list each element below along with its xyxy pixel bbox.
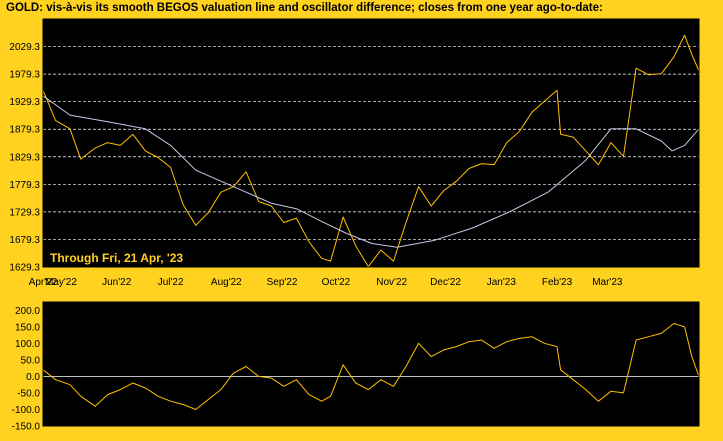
y-tick-label-0-4: 1829.3	[9, 152, 40, 163]
x-tick-label-8: Dec'22	[430, 277, 461, 288]
x-tick-label-4: Aug'22	[211, 277, 242, 288]
x-tick-label-1: May'22	[45, 277, 77, 288]
x-tick-label-10: Feb'23	[542, 277, 573, 288]
x-tick-label-2: Jun'22	[102, 277, 132, 288]
y-tick-label-1-2: 100.0	[15, 339, 40, 350]
y-tick-label-0-6: 1729.3	[9, 207, 40, 218]
plot-border-1	[42, 301, 700, 427]
x-tick-label-11: Mar'23	[592, 277, 623, 288]
x-tick-label-6: Oct'22	[322, 277, 351, 288]
chart-title: GOLD: vis-à-vis its smooth BEGOS valuati…	[6, 2, 603, 14]
y-tick-label-0-8: 1629.3	[9, 263, 40, 274]
x-tick-label-7: Nov'22	[376, 277, 407, 288]
price-line	[42, 34, 700, 268]
y-tick-label-1-6: -100.0	[12, 405, 41, 416]
y-tick-label-1-3: 50.0	[21, 355, 41, 366]
y-tick-label-1-5: -50.0	[17, 388, 40, 399]
y-tick-label-0-3: 1879.3	[9, 125, 40, 136]
y-tick-label-0-1: 1979.3	[9, 70, 40, 81]
plot-area-0	[43, 19, 699, 267]
valuation-line	[42, 95, 700, 248]
plot-area-1	[43, 302, 699, 426]
x-tick-label-9: Jan'23	[487, 277, 517, 288]
y-tick-label-0-0: 2029.3	[9, 42, 40, 53]
y-tick-label-1-0: 200.0	[15, 306, 40, 317]
x-tick-label-0: Apr'22	[29, 277, 58, 288]
annotation-through-date: Through Fri, 21 Apr, '23	[50, 251, 183, 265]
y-tick-label-1-1: 150.0	[15, 322, 40, 333]
y-tick-label-0-5: 1779.3	[9, 180, 40, 191]
plot-border-0	[42, 18, 700, 268]
y-tick-label-1-7: -150.0	[12, 422, 41, 433]
y-tick-label-0-7: 1679.3	[9, 235, 40, 246]
y-tick-label-1-4: 0.0	[26, 372, 40, 383]
oscillator-line	[42, 323, 700, 410]
x-tick-label-5: Sep'22	[267, 277, 298, 288]
y-tick-label-0-2: 1929.3	[9, 97, 40, 108]
x-tick-label-3: Jul'22	[158, 277, 184, 288]
